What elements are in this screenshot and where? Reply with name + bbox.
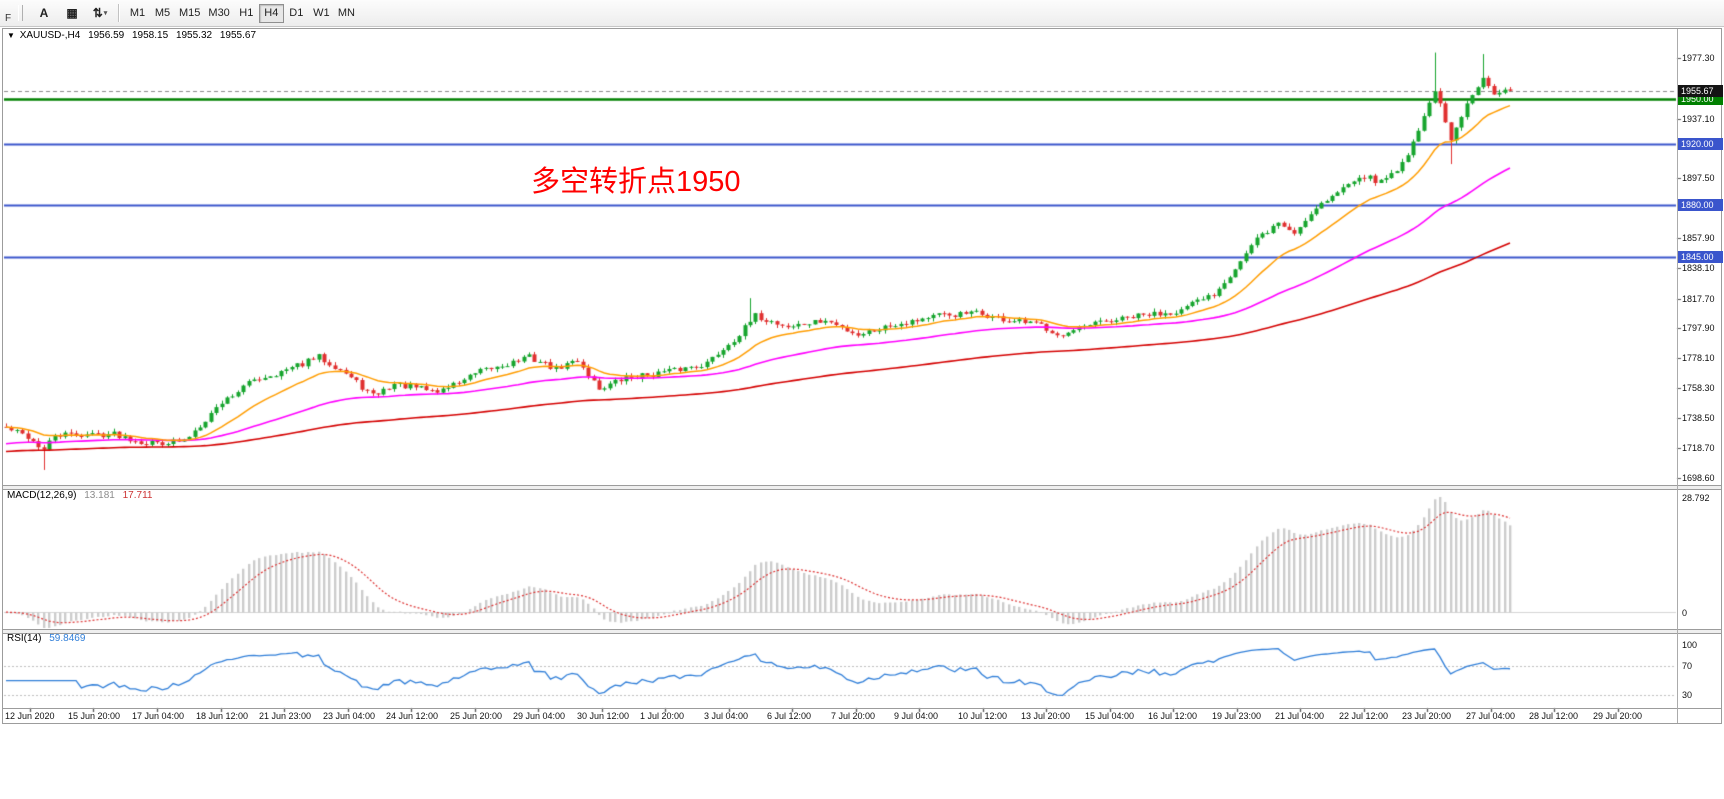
chart-annotation-text[interactable]: 多空转折点1950 xyxy=(531,166,741,198)
macd-main-value: 13.181 xyxy=(84,490,115,501)
ohlc-open-value: 1956.59 xyxy=(88,30,125,41)
cursor-tool-button[interactable]: A xyxy=(39,6,49,20)
rsi-value: 59.8469 xyxy=(49,633,86,644)
timeframe-toolbar: M1 M5 M15 M30 H1 H4 D1 W1 MN xyxy=(125,3,359,23)
rsi-axis-label: 30 xyxy=(1682,690,1693,700)
macd-axis-label: 28.792 xyxy=(1682,493,1710,503)
time-axis-label: 19 Jul 23:00 xyxy=(1212,711,1262,721)
timeframe-button-d1[interactable]: D1 xyxy=(289,7,304,19)
time-axis-label: 1 Jul 20:00 xyxy=(640,711,685,721)
time-axis-label: 16 Jul 12:00 xyxy=(1148,711,1198,721)
price-tick-label: 1937.10 xyxy=(1682,114,1715,124)
macd-panel-label: MACD(12,26,9) 13.181 17.711 xyxy=(7,490,157,501)
time-axis-label: 25 Jun 20:00 xyxy=(450,711,503,721)
top-toolbar: A ▦ ⇅ ▾ M1 M5 M15 M30 H1 H4 D1 W1 MN xyxy=(0,0,1724,27)
timeframe-button-w1[interactable]: W1 xyxy=(313,7,330,19)
price-axis-border xyxy=(1677,29,1678,723)
chart-object-button[interactable]: ▦ xyxy=(66,6,78,20)
time-axis-label: 21 Jul 04:00 xyxy=(1275,711,1325,721)
time-axis-label: 29 Jun 04:00 xyxy=(513,711,566,721)
price-tick-label: 1857.90 xyxy=(1682,233,1715,243)
price-tick-label: 1778.10 xyxy=(1682,353,1715,363)
timeframe-button-m1[interactable]: M1 xyxy=(129,7,146,19)
price-level-badge-1845.00: 1845.00 xyxy=(1678,251,1723,263)
time-axis-label: 24 Jun 12:00 xyxy=(386,711,439,721)
timeframe-button-mn[interactable]: MN xyxy=(337,7,355,19)
ohlc-high-value: 1958.15 xyxy=(132,30,169,41)
timeframe-button-m5[interactable]: M5 xyxy=(154,7,171,19)
panel-separator[interactable] xyxy=(3,485,1721,490)
macd-signal-value: 17.711 xyxy=(122,490,153,501)
price-tick-label: 1797.90 xyxy=(1682,323,1715,333)
macd-axis-label: 0 xyxy=(1682,608,1688,618)
price-tick-label: 1897.50 xyxy=(1682,173,1715,183)
indicators-dropdown-button[interactable]: ⇅ ▾ xyxy=(92,6,108,20)
timeframe-button-h1[interactable]: H1 xyxy=(239,7,254,19)
time-axis-label: 22 Jul 12:00 xyxy=(1339,711,1389,721)
current-price-badge: 1955.67 xyxy=(1678,85,1723,97)
rsi-panel-label: RSI(14) 59.8469 xyxy=(7,633,90,644)
price-tick-label: 1817.70 xyxy=(1682,294,1715,304)
price-tick-label: 1718.70 xyxy=(1682,443,1715,453)
time-axis-label: 15 Jul 04:00 xyxy=(1085,711,1135,721)
ohlc-close-value: 1955.67 xyxy=(219,30,257,41)
toolbar-separator xyxy=(118,4,119,22)
timeframe-button-m15[interactable]: M15 xyxy=(179,7,201,19)
symbol-menu-arrow-icon[interactable]: ▼ xyxy=(7,31,15,40)
time-axis-label: 15 Jun 20:00 xyxy=(68,711,121,721)
price-tick-label: 1738.50 xyxy=(1682,413,1715,423)
macd-indicator-name: MACD(12,26,9) xyxy=(7,490,77,501)
time-axis-label: 7 Jul 20:00 xyxy=(831,711,876,721)
timeframe-button-m30[interactable]: M30 xyxy=(208,7,230,19)
time-axis-label: 9 Jul 04:00 xyxy=(894,711,939,721)
time-axis-label: 23 Jul 20:00 xyxy=(1402,711,1452,721)
price-tick-label: 1758.30 xyxy=(1682,383,1715,393)
toolbar-icon-group: A ▦ ⇅ ▾ xyxy=(31,3,115,23)
price-level-badge-1880.00: 1880.00 xyxy=(1678,199,1723,211)
timeframe-button-h4[interactable]: H4 xyxy=(258,3,284,23)
time-axis-label: 17 Jun 04:00 xyxy=(132,711,185,721)
rsi-axis-label: 70 xyxy=(1682,661,1693,671)
time-axis-label: 29 Jul 20:00 xyxy=(1593,711,1643,721)
time-axis-label: 10 Jul 12:00 xyxy=(958,711,1008,721)
time-axis-label: 18 Jun 12:00 xyxy=(196,711,249,721)
time-axis-label: 3 Jul 04:00 xyxy=(704,711,749,721)
price-tick-label: 1977.30 xyxy=(1682,53,1715,63)
rsi-axis-label: 100 xyxy=(1682,640,1698,650)
time-axis-label: 12 Jun 2020 xyxy=(5,711,55,721)
time-axis-label: 6 Jul 12:00 xyxy=(767,711,812,721)
time-axis-label: 21 Jun 23:00 xyxy=(259,711,312,721)
price-tick-label: 1838.10 xyxy=(1682,263,1715,273)
panel-separator[interactable] xyxy=(3,629,1721,634)
price-level-badge-1920.00: 1920.00 xyxy=(1678,138,1723,150)
price-tick-label: 1698.60 xyxy=(1682,473,1715,483)
time-axis-label: 28 Jul 12:00 xyxy=(1529,711,1579,721)
dropdown-caret-icon: ▾ xyxy=(103,10,108,17)
time-axis-separator xyxy=(3,708,1721,709)
toolbar-overflow-label: F xyxy=(5,13,12,24)
chart-symbol-label: XAUUSD-,H4 xyxy=(19,30,81,41)
ohlc-low-value: 1955.32 xyxy=(175,30,213,41)
time-axis-label: 27 Jul 04:00 xyxy=(1466,711,1516,721)
time-axis-label: 23 Jun 04:00 xyxy=(323,711,376,721)
time-axis-label: 30 Jun 12:00 xyxy=(577,711,630,721)
rsi-indicator-name: RSI(14) xyxy=(7,633,42,644)
toolbar-grip[interactable] xyxy=(18,5,23,21)
chart-title: ▼ XAUUSD-,H4 1956.59 1958.15 1955.32 195… xyxy=(7,30,261,41)
time-axis-label: 13 Jul 20:00 xyxy=(1021,711,1071,721)
